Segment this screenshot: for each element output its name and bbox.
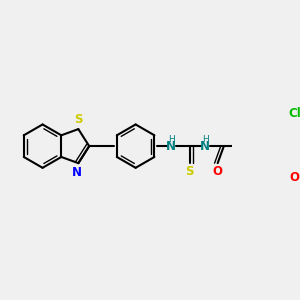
Text: O: O [213,166,223,178]
Text: O: O [290,171,300,184]
Text: S: S [74,113,82,126]
Text: N: N [72,166,82,179]
Text: N: N [166,140,176,153]
Text: H: H [168,135,175,144]
Text: S: S [186,166,194,178]
Text: H: H [202,135,209,144]
Text: Cl: Cl [288,107,300,120]
Text: N: N [200,140,210,153]
